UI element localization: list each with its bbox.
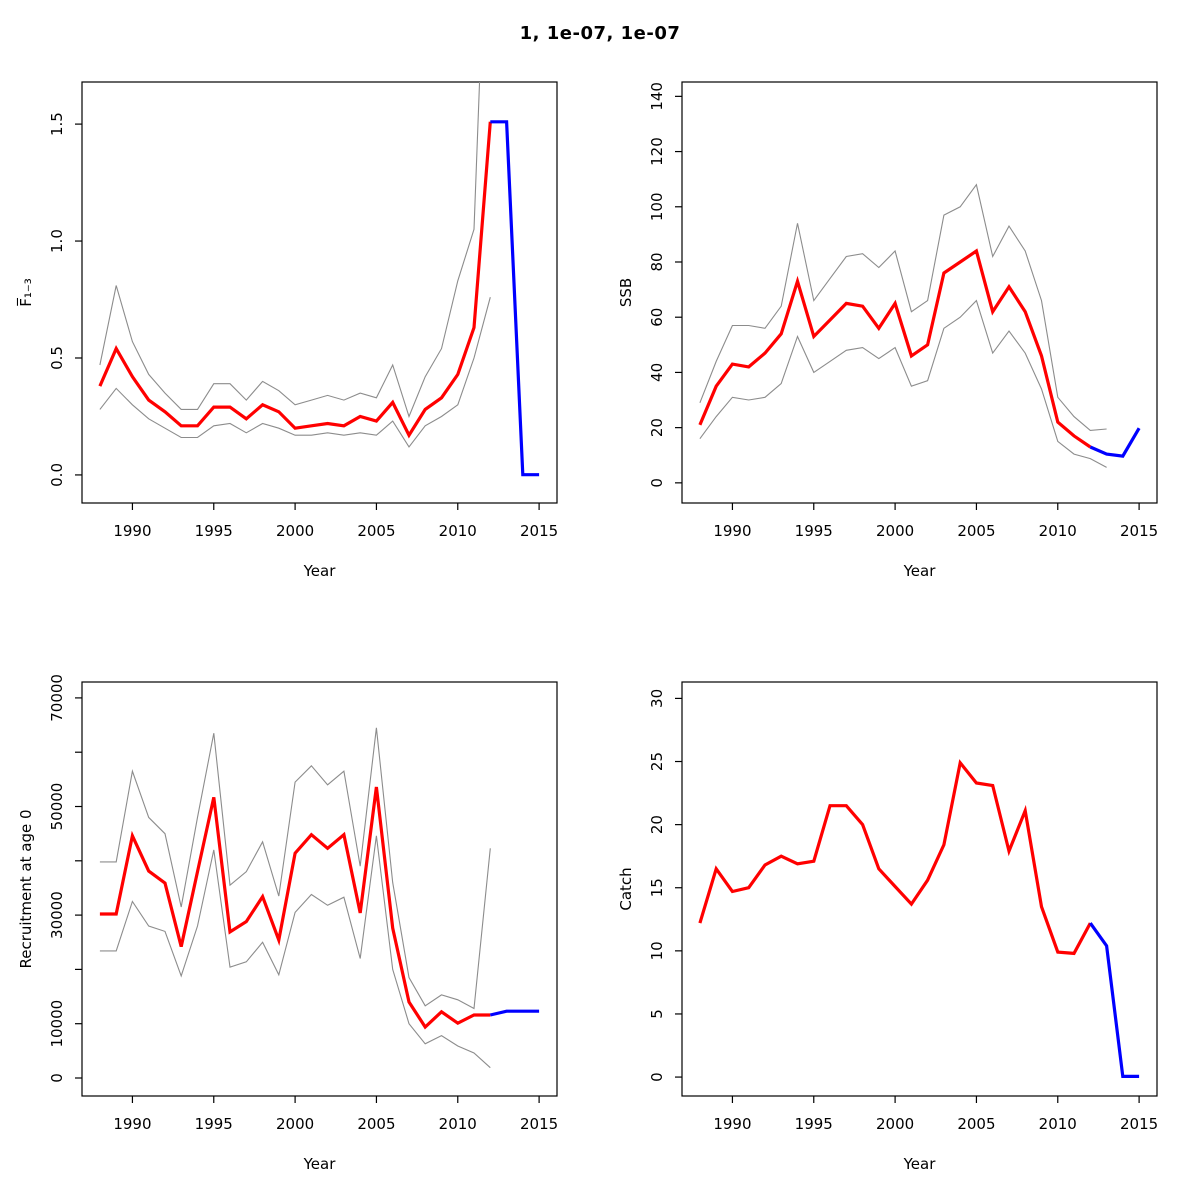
plot-box [681,681,1158,1097]
x-tick-label: 1995 [195,522,233,540]
y-tick-label: 1.0 [48,229,66,253]
x-tick-label: 1995 [795,1115,833,1133]
x-tick-label: 2000 [876,1115,914,1133]
y-tick-label: 1.5 [48,112,66,136]
x-axis-label: Year [303,1155,337,1173]
x-tick-label: 1990 [113,1115,151,1133]
x-tick-label: 1990 [713,1115,751,1133]
upper-interval-line [699,183,1107,431]
panel-recruitment: 1990 1995 2000 2005 2010 2015 0 10000 30000 50000… [17,674,558,1173]
y-tick-label: 25 [648,752,666,771]
x-tick-label: 2010 [1039,1115,1077,1133]
y-tick-label: 100 [648,192,666,221]
x-tick-label: 1995 [195,1115,233,1133]
y-tick-label: 50000 [48,783,66,831]
y-tick-label: 10000 [48,1000,66,1048]
y-tick-label: 0 [48,1073,66,1083]
x-tick-label: 2005 [357,522,395,540]
projection-line [489,1009,540,1017]
x-tick-label: 2015 [1120,1115,1158,1133]
y-tick-label: 0.0 [48,463,66,487]
y-tick-label: 20 [648,418,666,437]
y-tick-label: 140 [648,82,666,111]
projection-line [1089,922,1140,1079]
y-tick-label: 0 [648,478,666,488]
median-line [698,759,1092,956]
y-tick-label: 60 [648,308,666,327]
y-tick-label: 15 [648,878,666,897]
y-tick-label: 20 [648,815,666,834]
y-axis-label: Catch [617,867,635,910]
x-tick-label: 2000 [876,522,914,540]
figure-title: 1, 1e-07, 1e-07 [519,23,681,44]
x-tick-label: 1990 [113,522,151,540]
plot-box [681,81,1158,504]
y-tick-label: 10 [648,941,666,960]
y-tick-label: 30 [648,689,666,708]
plot-box [81,81,558,504]
y-axis-label: SSB [617,278,635,307]
median-line [98,121,492,439]
median-line [698,248,1092,449]
y-tick-label: 120 [648,137,666,166]
x-tick-label: 2010 [439,1115,477,1133]
y-axis-label: F̅₁₋₃ [16,278,35,307]
x-tick-label: 2010 [1039,522,1077,540]
x-tick-label: 2015 [520,1115,558,1133]
x-tick-label: 2000 [276,1115,314,1133]
y-tick-label: 40 [648,363,666,382]
x-axis-label: Year [903,1155,937,1173]
x-tick-label: 2015 [1120,522,1158,540]
x-tick-label: 2005 [957,1115,995,1133]
x-tick-label: 2010 [439,522,477,540]
x-tick-label: 2000 [276,522,314,540]
y-tick-label: 5 [648,1009,666,1019]
projection-line [490,120,540,477]
y-tick-label: 70000 [48,674,66,722]
projection-line [1089,427,1141,458]
lower-interval-line [99,835,491,1069]
y-axis-label: Recruitment at age 0 [17,809,35,968]
panel-fbar: 1990 1995 2000 2005 2010 2015 0.0 0.5 1.0 1.5 Year… [16,81,558,580]
panel-ssb: 1990 1995 2000 2005 2010 2015 0 20 40 60 80 100 120 1… [617,81,1158,580]
x-tick-label: 1990 [713,522,751,540]
x-axis-label: Year [303,562,337,580]
upper-interval-line [99,727,491,1010]
x-tick-label: 2005 [357,1115,395,1133]
median-line [99,786,491,1030]
y-tick-label: 30000 [48,891,66,939]
x-tick-label: 2005 [957,522,995,540]
x-axis-label: Year [903,562,937,580]
y-tick-label: 80 [648,252,666,271]
panel-catch: 1990 1995 2000 2005 2010 2015 0 5 10 15 20 25 30 Year… [617,681,1158,1173]
y-tick-label: 0 [648,1072,666,1082]
x-tick-label: 1995 [795,522,833,540]
x-tick-label: 2015 [520,522,558,540]
plot-box [81,681,558,1097]
lower-interval-line [99,297,491,448]
lower-interval-line [699,299,1107,468]
y-tick-label: 0.5 [48,346,66,370]
upper-interval-line [99,82,481,419]
